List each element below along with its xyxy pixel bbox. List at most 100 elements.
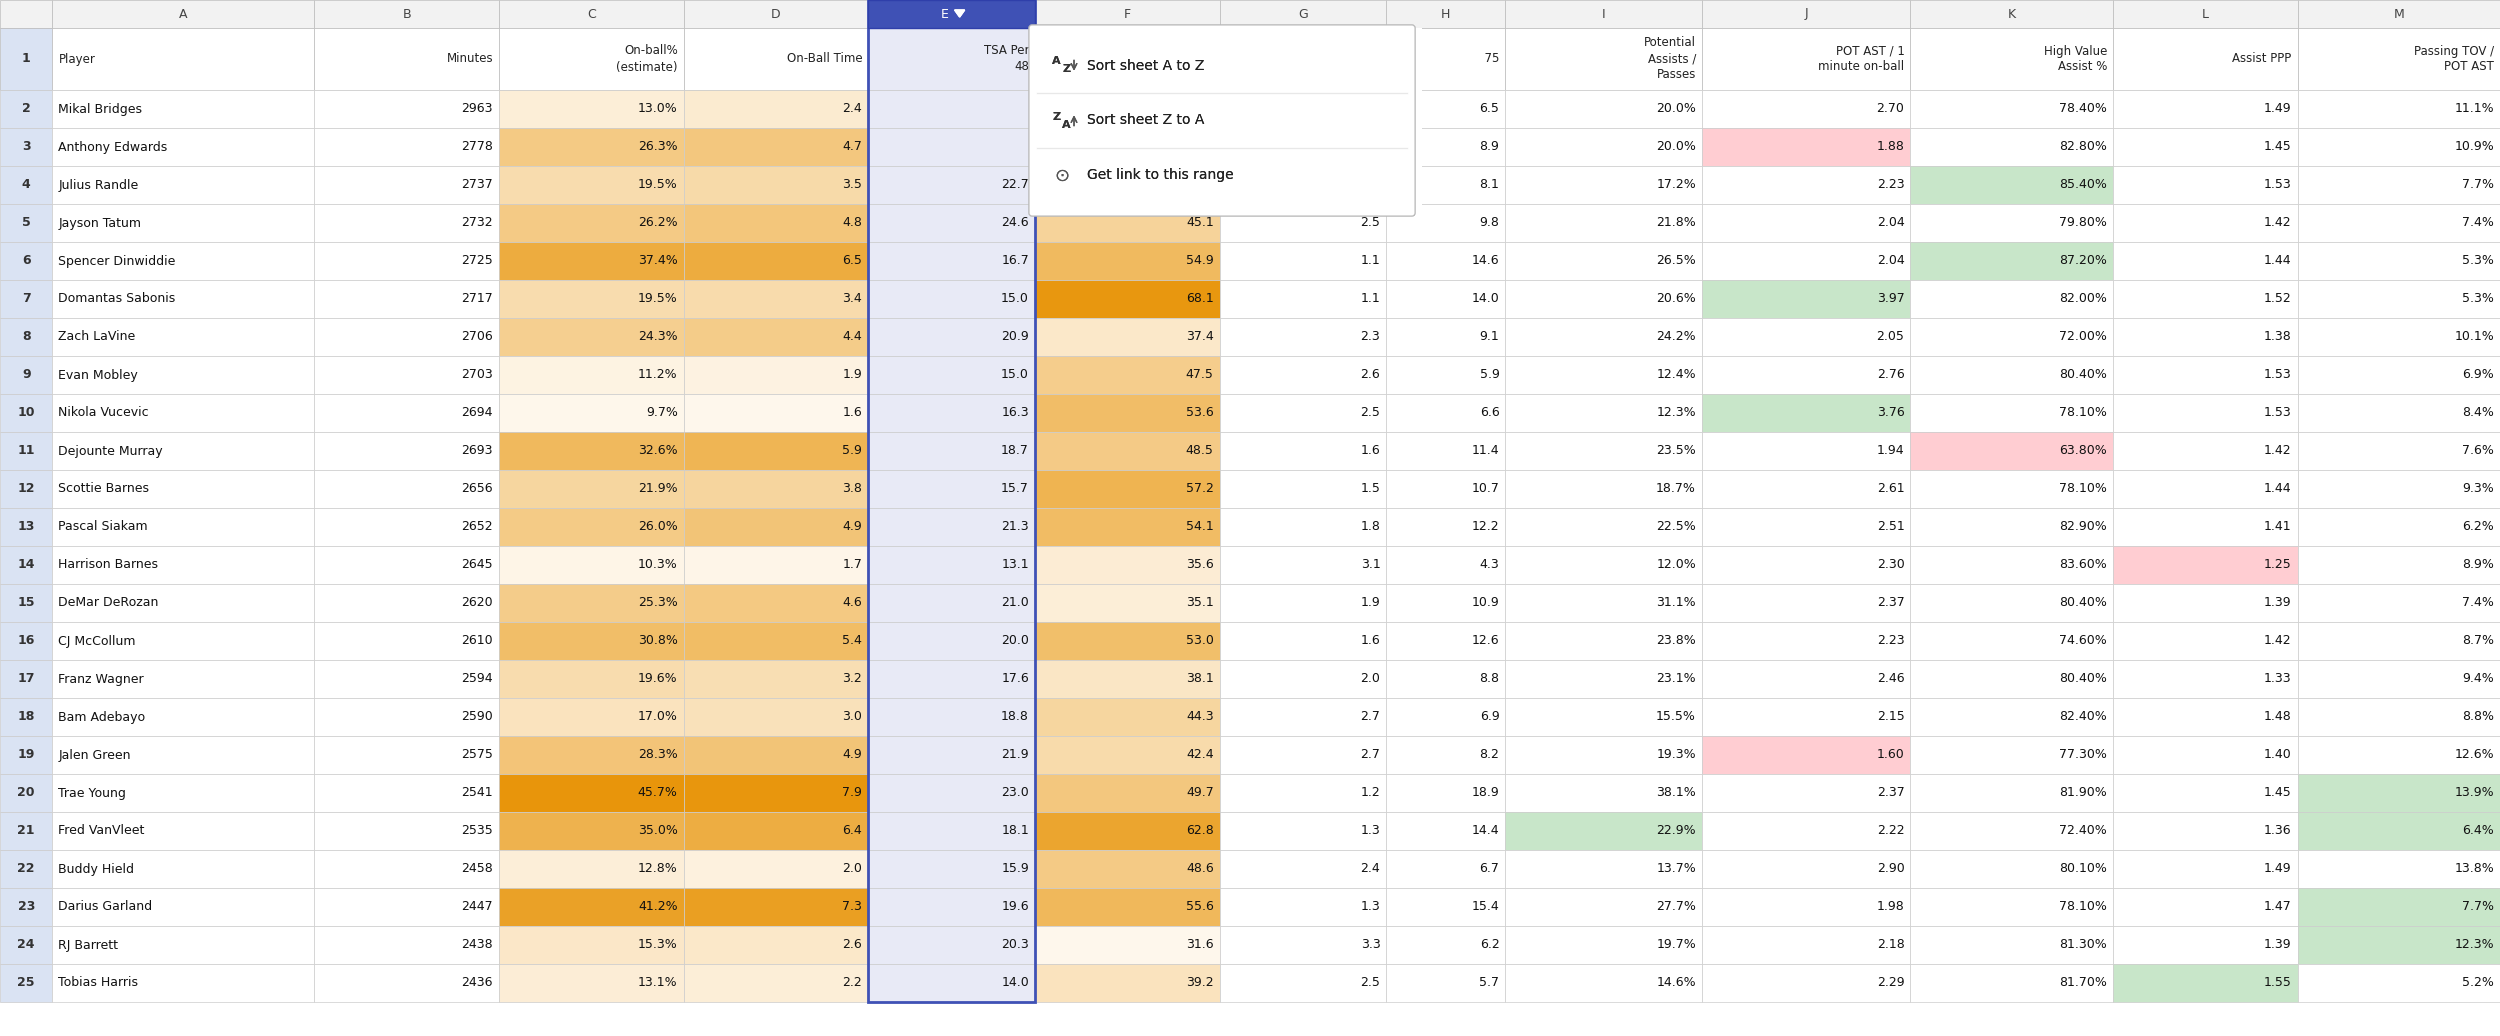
Bar	[2298, 318, 2500, 356]
Bar	[1505, 926, 1703, 965]
Bar	[500, 280, 682, 318]
Bar	[1910, 0, 2112, 28]
Bar	[682, 318, 867, 356]
Bar	[500, 166, 682, 204]
Bar	[500, 90, 682, 128]
Text: 5.9: 5.9	[842, 444, 862, 458]
Text: 31.6: 31.6	[1185, 939, 1212, 951]
Bar	[867, 0, 1035, 1002]
Text: 2.30: 2.30	[1878, 558, 1905, 572]
Text: 2590: 2590	[462, 711, 492, 723]
Text: 24.3%: 24.3%	[638, 330, 678, 344]
Bar	[2112, 888, 2298, 926]
Bar	[2298, 166, 2500, 204]
Bar	[1505, 470, 1703, 508]
Text: 2.15: 2.15	[1878, 711, 1905, 723]
Text: 2594: 2594	[462, 672, 492, 686]
Bar	[1910, 432, 2112, 470]
Bar	[1910, 280, 2112, 318]
Text: 13: 13	[18, 520, 35, 534]
Bar	[500, 584, 682, 622]
Text: 4.7: 4.7	[842, 141, 862, 153]
Bar	[1388, 432, 1505, 470]
Bar	[315, 926, 500, 965]
Bar	[1035, 698, 1220, 736]
Bar	[682, 508, 867, 546]
Text: 7.9: 7.9	[842, 786, 862, 800]
Text: 1.40: 1.40	[2265, 748, 2292, 761]
Text: 10.1%: 10.1%	[2455, 330, 2495, 344]
Bar	[682, 736, 867, 774]
Text: 11.2%: 11.2%	[638, 369, 678, 381]
Text: 4.3: 4.3	[1480, 558, 1500, 572]
Bar	[500, 0, 682, 28]
Text: 1.49: 1.49	[2265, 863, 2292, 875]
Text: 1.3: 1.3	[1360, 900, 1380, 914]
Bar	[1703, 888, 1910, 926]
Bar	[2298, 90, 2500, 128]
Bar	[1910, 736, 2112, 774]
Bar	[1910, 888, 2112, 926]
Polygon shape	[955, 10, 965, 17]
Bar	[1220, 394, 1388, 432]
Text: Spencer Dinwiddie: Spencer Dinwiddie	[58, 255, 175, 267]
Bar	[1220, 242, 1388, 280]
Text: 4.4: 4.4	[842, 330, 862, 344]
Bar	[1220, 470, 1388, 508]
Bar	[52, 356, 315, 394]
Text: 78.10%: 78.10%	[2060, 483, 2108, 495]
Bar	[2112, 698, 2298, 736]
Text: 44.3: 44.3	[1185, 711, 1212, 723]
Text: 35.1: 35.1	[1185, 597, 1212, 609]
Text: 7: 7	[22, 292, 30, 306]
Bar	[1388, 698, 1505, 736]
Bar	[2298, 850, 2500, 888]
Text: 14.0: 14.0	[1003, 977, 1030, 989]
Text: 4: 4	[22, 178, 30, 192]
Text: 83.60%: 83.60%	[2060, 558, 2108, 572]
Bar	[1388, 965, 1505, 1002]
Bar	[315, 470, 500, 508]
Bar	[867, 204, 1035, 242]
Bar	[500, 698, 682, 736]
Bar	[1035, 280, 1220, 318]
Bar	[0, 926, 52, 965]
Text: 11.1%: 11.1%	[2455, 103, 2495, 115]
Text: 21: 21	[18, 825, 35, 837]
Bar	[1703, 812, 1910, 850]
Bar	[1505, 888, 1703, 926]
Text: 18.7: 18.7	[1000, 444, 1030, 458]
Bar	[1505, 0, 1703, 28]
Text: Julius Randle: Julius Randle	[58, 178, 138, 192]
Bar	[0, 698, 52, 736]
Text: 27.7%: 27.7%	[1655, 900, 1695, 914]
Bar	[2298, 736, 2500, 774]
Text: 80.10%: 80.10%	[2060, 863, 2108, 875]
Bar	[0, 280, 52, 318]
Text: 21.0: 21.0	[1003, 597, 1030, 609]
Text: 1.45: 1.45	[2265, 786, 2292, 800]
Bar	[1910, 394, 2112, 432]
Bar	[0, 965, 52, 1002]
Bar	[500, 394, 682, 432]
Text: 1.53: 1.53	[2265, 369, 2292, 381]
Bar	[1505, 394, 1703, 432]
Text: DeMar DeRozan: DeMar DeRozan	[58, 597, 160, 609]
Text: 2.37: 2.37	[1878, 597, 1905, 609]
Text: 10.9: 10.9	[1472, 597, 1500, 609]
Text: 87.20%: 87.20%	[2060, 255, 2108, 267]
Bar	[1388, 166, 1505, 204]
Text: 10.7: 10.7	[1472, 483, 1500, 495]
Text: 1.1: 1.1	[1360, 255, 1380, 267]
Text: 3.8: 3.8	[842, 483, 862, 495]
Bar	[1220, 965, 1388, 1002]
Bar	[315, 888, 500, 926]
Bar	[682, 470, 867, 508]
Bar	[1220, 432, 1388, 470]
Bar	[1505, 736, 1703, 774]
Text: 2.5: 2.5	[1360, 217, 1380, 230]
Text: 1: 1	[22, 53, 30, 65]
Text: A: A	[1052, 57, 1060, 66]
Bar	[1388, 128, 1505, 166]
Bar	[1388, 90, 1505, 128]
